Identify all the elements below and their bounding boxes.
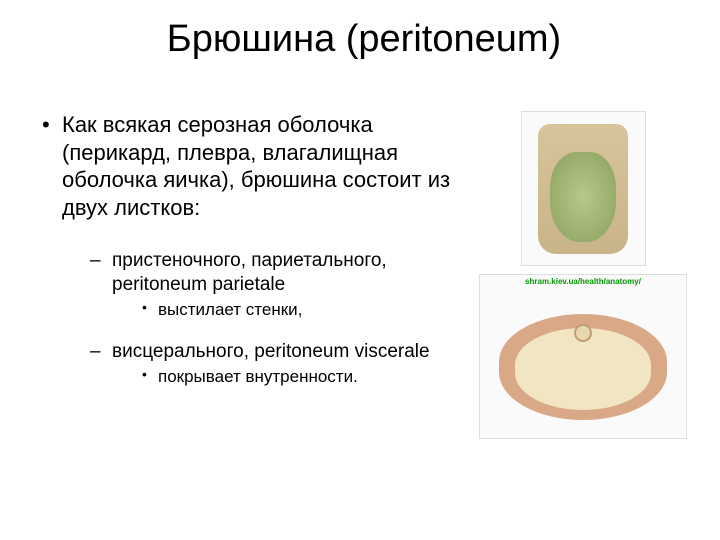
bullet-list-level3b: покрывает внутренности.: [112, 366, 468, 387]
cross-section-illustration-icon: [493, 306, 673, 426]
bullet-l3a-text: выстилает стенки,: [158, 300, 302, 319]
bullet-l2a-text: пристеночного, париетального, peritoneum…: [112, 250, 387, 295]
bullet-list-level3a: выстилает стенки,: [112, 299, 468, 320]
slide: Брюшина (peritoneum) Как всякая серозная…: [0, 0, 720, 540]
figure-credit: shram.kiev.ua/health/anatomy/: [525, 277, 641, 286]
image-column: shram.kiev.ua/health/anatomy/: [478, 111, 688, 439]
bullet-list-level1: Как всякая серозная оболочка (перикард, …: [38, 111, 468, 387]
bullet-list-level2: пристеночного, париетального, peritoneum…: [62, 249, 468, 387]
bullet-l2b-text: висцерального, peritoneum viscerale: [112, 341, 430, 362]
figure-abdomen-front: [521, 111, 646, 266]
bullet-l3b-text: покрывает внутренности.: [158, 367, 358, 386]
content-row: Как всякая серозная оболочка (перикард, …: [38, 111, 690, 439]
bullet-l1: Как всякая серозная оболочка (перикард, …: [38, 111, 468, 387]
bullet-l1-text: Как всякая серозная оболочка (перикард, …: [62, 112, 450, 220]
torso-illustration-icon: [538, 124, 628, 254]
bullet-l3b: покрывает внутренности.: [142, 366, 468, 387]
bullet-l2a: пристеночного, париетального, peritoneum…: [90, 249, 468, 320]
text-column: Как всякая серозная оболочка (перикард, …: [38, 111, 468, 439]
bullet-l3a: выстилает стенки,: [142, 299, 468, 320]
figure-abdomen-cross-section: shram.kiev.ua/health/anatomy/: [479, 274, 687, 439]
slide-title: Брюшина (peritoneum): [38, 18, 690, 61]
bullet-l2b: висцерального, peritoneum viscerale покр…: [90, 340, 468, 387]
